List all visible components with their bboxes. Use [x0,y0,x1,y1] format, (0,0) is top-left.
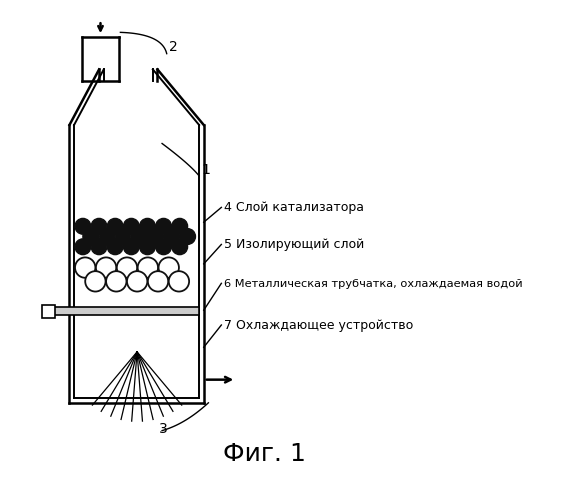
Circle shape [180,228,195,244]
Text: Фиг. 1: Фиг. 1 [223,442,307,466]
Text: 3: 3 [159,422,168,436]
Text: 2: 2 [170,40,178,54]
Circle shape [131,228,147,244]
Circle shape [156,239,171,254]
Circle shape [123,218,139,234]
Text: 5 Изолирующий слой: 5 Изолирующий слой [224,238,364,251]
Circle shape [138,258,158,278]
Circle shape [172,239,187,254]
Text: 7 Охлаждающее устройство: 7 Охлаждающее устройство [224,318,413,332]
Circle shape [163,228,179,244]
Circle shape [107,239,123,254]
Circle shape [148,271,168,291]
Circle shape [99,228,115,244]
Circle shape [159,258,179,278]
Circle shape [106,271,127,291]
Circle shape [123,239,139,254]
Text: 6 Металлическая трубчатка, охлаждаемая водой: 6 Металлическая трубчатка, охлаждаемая в… [224,279,523,289]
Circle shape [96,258,116,278]
Circle shape [127,271,147,291]
Circle shape [156,218,171,234]
Text: 1: 1 [201,163,210,177]
Circle shape [168,271,189,291]
Text: 4 Слой катализатора: 4 Слой катализатора [224,201,364,214]
Bar [42,304,54,318]
Circle shape [91,239,107,254]
Circle shape [83,228,99,244]
Bar [44,308,199,315]
Circle shape [91,218,107,234]
Circle shape [172,218,187,234]
Circle shape [75,258,95,278]
Circle shape [107,218,123,234]
Circle shape [115,228,131,244]
Circle shape [75,239,91,254]
Circle shape [147,228,163,244]
Circle shape [85,271,105,291]
Circle shape [75,218,91,234]
Circle shape [140,239,155,254]
Circle shape [117,258,137,278]
Circle shape [140,218,155,234]
